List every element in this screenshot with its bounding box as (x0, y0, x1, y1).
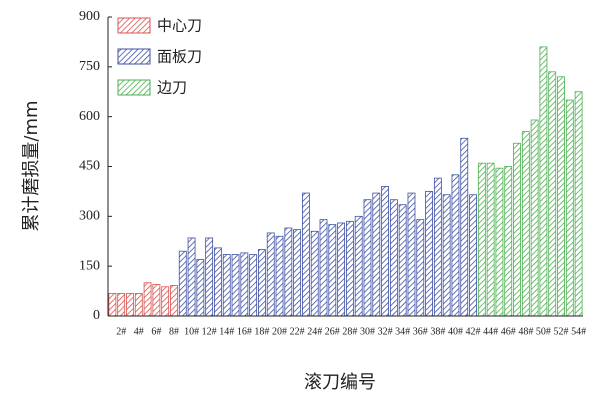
x-tick-label: 8# (169, 326, 179, 337)
legend-swatch (117, 48, 151, 65)
bar (222, 254, 231, 317)
bar (205, 237, 214, 317)
bar (170, 285, 178, 317)
bar (504, 166, 513, 317)
bar (143, 282, 152, 317)
y-tick-label: 150 (79, 258, 100, 273)
x-tick-label: 40# (448, 326, 463, 337)
x-tick-label: 48# (518, 326, 533, 337)
x-tick-label: 44# (483, 326, 498, 337)
x-tick-label: 46# (501, 326, 516, 337)
bar (249, 254, 258, 317)
bar (266, 232, 275, 317)
y-tick-label: 750 (79, 59, 100, 74)
bar (557, 76, 565, 317)
bar (460, 137, 469, 317)
legend-label: 中心刀 (157, 17, 202, 35)
bar (548, 71, 557, 317)
legend-swatch (117, 17, 151, 34)
x-tick-label: 22# (290, 326, 305, 337)
bar (187, 237, 196, 317)
bar (495, 167, 504, 317)
bar (161, 286, 170, 317)
bar (178, 250, 187, 317)
bar (363, 199, 372, 317)
bar (521, 131, 530, 317)
y-tick-label: 300 (79, 209, 100, 224)
legend-swatch (117, 79, 151, 96)
x-tick-label: 38# (430, 326, 445, 337)
y-tick-label: 0 (93, 308, 100, 323)
x-tick-label: 42# (466, 326, 481, 337)
bar (433, 177, 442, 317)
x-tick-label: 12# (202, 326, 217, 337)
x-axis-title: 滚刀编号 (304, 372, 376, 393)
bar (301, 192, 310, 317)
bar (196, 259, 205, 317)
bar (231, 254, 240, 317)
x-tick-label: 54# (571, 326, 586, 337)
bar (108, 293, 117, 317)
bar (574, 91, 583, 317)
bar (451, 174, 460, 317)
bar (337, 222, 346, 317)
bar (539, 46, 548, 317)
bar (442, 194, 451, 317)
x-tick-label: 26# (325, 326, 340, 337)
x-tick-label: 32# (378, 326, 393, 337)
bar (214, 247, 222, 317)
x-tick-label: 14# (219, 326, 234, 337)
x-tick-label: 20# (272, 326, 287, 337)
y-tick-label: 900 (79, 9, 100, 24)
bar (425, 191, 433, 317)
y-tick-label: 450 (79, 159, 100, 174)
x-tick-label: 10# (184, 326, 199, 337)
bar (117, 293, 126, 317)
bar (372, 192, 381, 317)
bar (486, 162, 495, 317)
bar (152, 284, 161, 317)
bar (310, 230, 319, 317)
bar (293, 229, 302, 317)
bar (240, 252, 249, 317)
x-tick-label: 24# (307, 326, 322, 337)
bar (275, 235, 284, 317)
bar (389, 199, 398, 317)
bar (407, 192, 416, 317)
x-tick-label: 2# (116, 326, 126, 337)
bar (530, 119, 539, 317)
x-tick-label: 52# (554, 326, 569, 337)
bar (477, 162, 486, 317)
y-tick-label: 600 (79, 109, 100, 124)
bar (345, 220, 354, 317)
bar (398, 204, 407, 317)
bar (354, 215, 363, 317)
x-tick-label: 34# (395, 326, 410, 337)
bar (469, 194, 477, 317)
bar (258, 249, 266, 317)
bar (565, 99, 574, 317)
y-axis-title: 累计磨损量/mm (21, 100, 42, 231)
bar (328, 224, 337, 317)
x-tick-label: 16# (237, 326, 252, 337)
x-tick-label: 6# (151, 326, 161, 337)
x-tick-label: 28# (342, 326, 357, 337)
x-tick-label: 18# (254, 326, 269, 337)
bar (284, 227, 293, 317)
x-tick-label: 4# (134, 326, 144, 337)
bar (319, 219, 328, 317)
legend-label: 面板刀 (157, 48, 202, 66)
bar (381, 186, 390, 317)
x-tick-label: 36# (413, 326, 428, 337)
bar (513, 142, 521, 317)
bar (416, 219, 425, 317)
x-tick-label: 30# (360, 326, 375, 337)
bar (134, 293, 143, 317)
bar (126, 293, 134, 317)
legend-label: 边刀 (157, 79, 187, 97)
x-tick-label: 50# (536, 326, 551, 337)
